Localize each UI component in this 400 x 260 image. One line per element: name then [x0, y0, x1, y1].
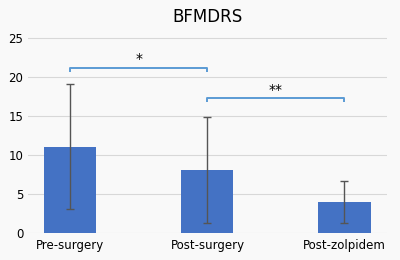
- Bar: [44, 147, 96, 233]
- Text: *: *: [136, 53, 142, 67]
- Title: BFMDRS: BFMDRS: [172, 8, 242, 26]
- Text: **: **: [269, 83, 283, 97]
- Bar: [318, 202, 370, 233]
- Bar: [182, 170, 234, 233]
